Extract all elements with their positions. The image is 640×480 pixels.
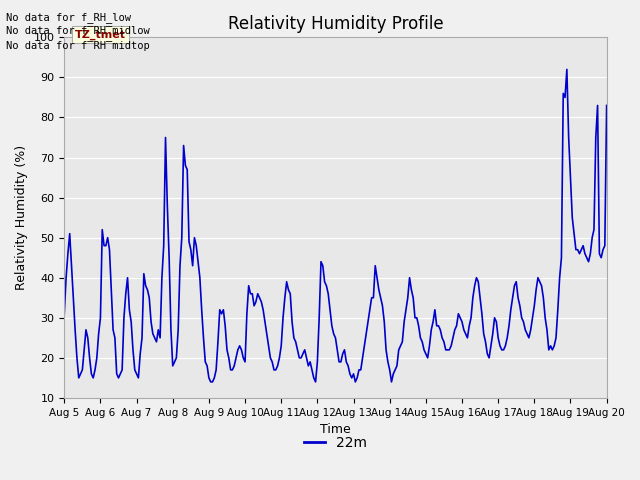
Text: No data for f_RH_low: No data for f_RH_low	[6, 12, 131, 23]
Y-axis label: Relativity Humidity (%): Relativity Humidity (%)	[15, 145, 28, 290]
Legend: 22m: 22m	[298, 431, 372, 456]
Title: Relativity Humidity Profile: Relativity Humidity Profile	[228, 15, 444, 33]
Text: TZ_tmet: TZ_tmet	[75, 29, 126, 39]
X-axis label: Time: Time	[320, 423, 351, 436]
Text: No data for f̅RH̅midlow: No data for f̅RH̅midlow	[6, 26, 150, 36]
Text: No data for f̅RH̅midtop: No data for f̅RH̅midtop	[6, 41, 150, 51]
